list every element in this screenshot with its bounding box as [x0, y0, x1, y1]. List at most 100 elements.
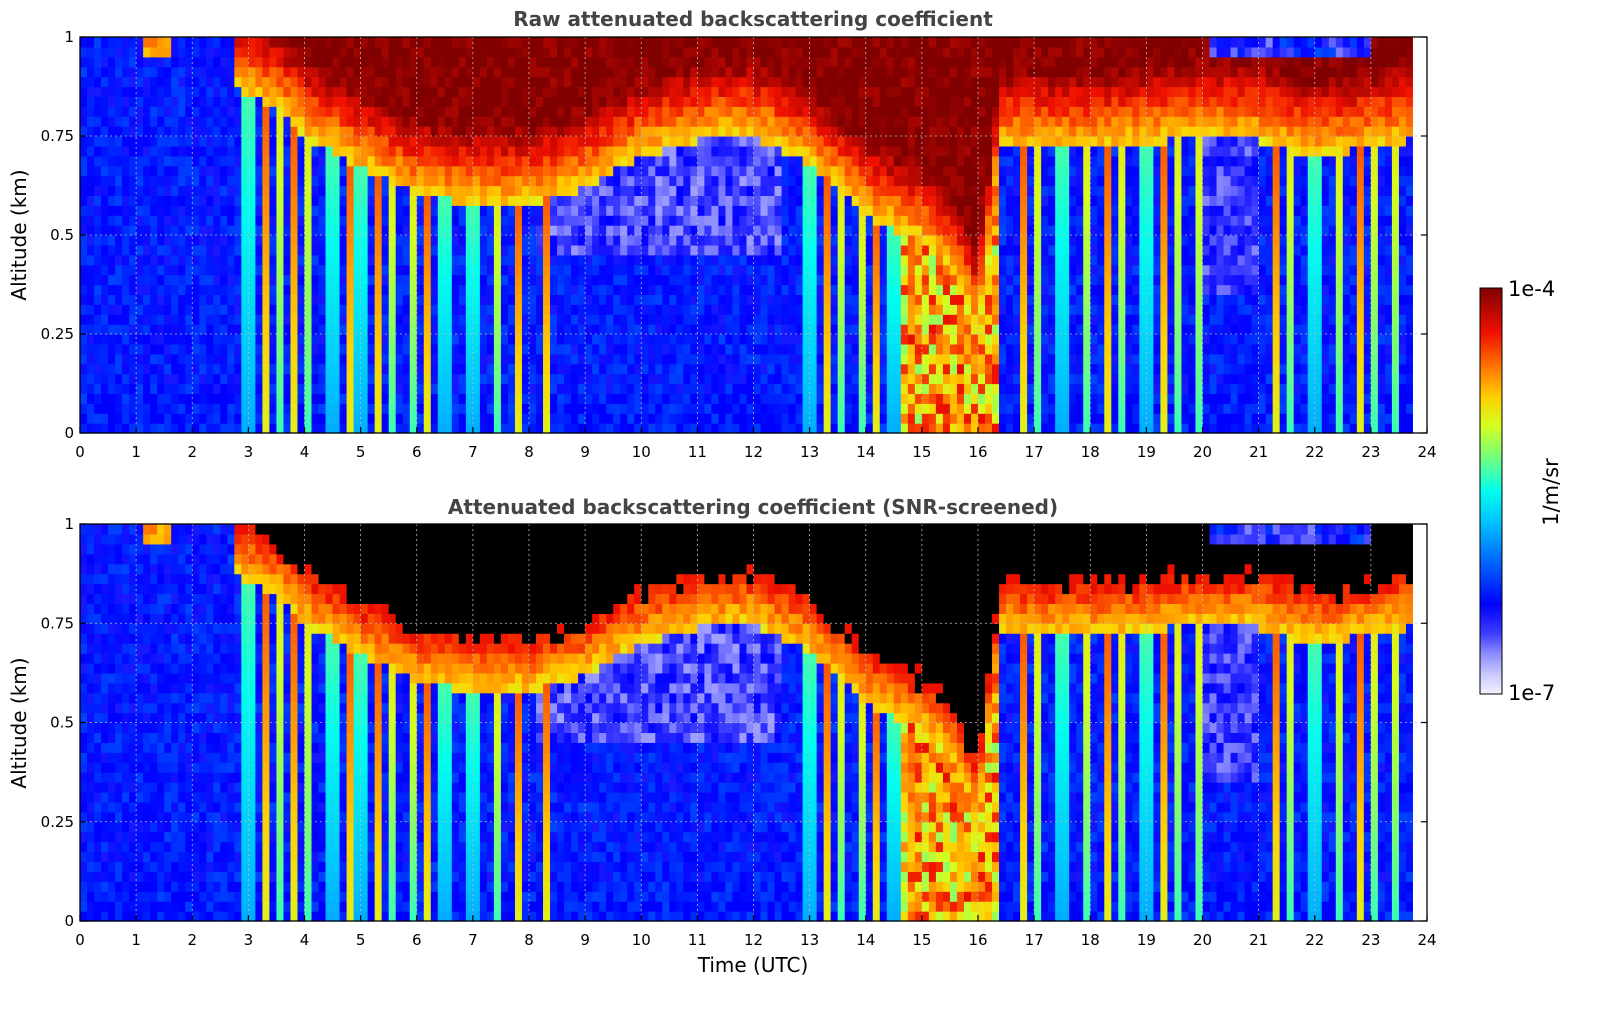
field-cell — [599, 56, 607, 68]
field-cell — [458, 314, 467, 325]
field-cell — [830, 46, 839, 58]
field-cell — [353, 383, 362, 394]
field-cell — [353, 126, 362, 137]
field-cell — [697, 165, 705, 177]
field-cell — [704, 244, 713, 256]
field-cell — [374, 96, 383, 107]
field-cell — [823, 403, 832, 414]
field-cell — [374, 304, 383, 315]
field-cell — [935, 235, 944, 246]
field-cell — [94, 383, 102, 394]
field-cell — [599, 264, 607, 276]
field-cell — [704, 175, 713, 187]
field-cell — [830, 393, 839, 404]
field-cell — [697, 423, 705, 434]
field-cell — [388, 403, 397, 414]
field-cell — [746, 185, 755, 196]
field-cell — [557, 343, 565, 355]
field-cell — [234, 403, 242, 414]
field-cell — [732, 205, 741, 216]
field-cell — [844, 403, 853, 414]
field-cell — [514, 353, 523, 365]
field-cell — [332, 185, 341, 196]
field-cell — [914, 225, 923, 236]
field-cell — [935, 195, 944, 206]
field-cell — [206, 274, 214, 286]
field-cell — [353, 334, 362, 345]
field-cell — [101, 205, 109, 216]
field-cell — [592, 304, 600, 315]
field-cell — [430, 373, 439, 385]
field-cell — [150, 314, 158, 325]
field-cell — [718, 136, 727, 147]
field-cell — [788, 155, 797, 167]
field-cell — [241, 106, 249, 117]
field-cell — [592, 205, 600, 216]
field-cell — [465, 116, 474, 127]
field-cell — [227, 37, 235, 48]
field-cell — [634, 165, 642, 177]
field-cell — [206, 324, 214, 335]
field-cell — [739, 254, 748, 266]
field-cell — [360, 215, 369, 226]
field-cell — [171, 264, 179, 276]
field-cell — [290, 56, 299, 68]
field-cell — [248, 155, 256, 167]
field-cell — [136, 343, 144, 355]
field-cell — [557, 363, 565, 375]
field-cell — [907, 86, 916, 97]
field-cell — [395, 126, 404, 137]
field-cell — [795, 413, 804, 424]
field-cell — [879, 66, 888, 78]
field-cell — [178, 393, 186, 404]
field-cell — [486, 215, 495, 226]
field-cell — [851, 235, 860, 246]
field-cell — [87, 225, 95, 236]
field-cell — [641, 46, 649, 58]
field-cell — [339, 423, 348, 434]
field-cell — [269, 264, 278, 276]
field-cell — [353, 46, 362, 58]
field-cell — [795, 373, 804, 385]
field-cell — [823, 155, 832, 167]
field-cell — [711, 403, 720, 414]
field-cell — [690, 294, 698, 305]
field-cell — [641, 76, 649, 88]
field-cell — [697, 324, 705, 335]
field-cell — [725, 274, 734, 286]
field-cell — [248, 393, 256, 404]
field-cell — [143, 76, 151, 88]
field-cell — [283, 304, 292, 315]
field-cell — [388, 145, 397, 157]
field-cell — [276, 264, 285, 276]
field-cell — [332, 304, 341, 315]
field-cell — [143, 353, 151, 365]
field-cell — [332, 106, 341, 117]
field-cell — [458, 373, 467, 385]
field-cell — [143, 205, 151, 216]
field-cell — [823, 244, 832, 256]
field-cell — [157, 423, 165, 434]
field-cell — [816, 106, 825, 117]
field-cell — [879, 244, 888, 256]
field-cell — [115, 254, 123, 266]
field-cell — [921, 403, 930, 414]
field-cell — [311, 175, 320, 187]
field-cell — [437, 96, 446, 107]
field-cell — [550, 106, 558, 117]
field-cell — [802, 136, 811, 147]
field-cell — [676, 116, 684, 127]
field-cell — [641, 294, 649, 305]
field-cell — [339, 324, 348, 335]
field-cell — [297, 413, 306, 424]
field-cell — [718, 413, 727, 424]
field-cell — [830, 66, 839, 78]
field-cell — [725, 423, 734, 434]
field-cell — [655, 215, 663, 226]
field-cell — [304, 423, 313, 434]
field-cell — [227, 205, 235, 216]
field-cell — [486, 66, 495, 78]
field-cell — [529, 314, 537, 325]
field-cell — [872, 294, 881, 305]
field-cell — [557, 244, 565, 256]
